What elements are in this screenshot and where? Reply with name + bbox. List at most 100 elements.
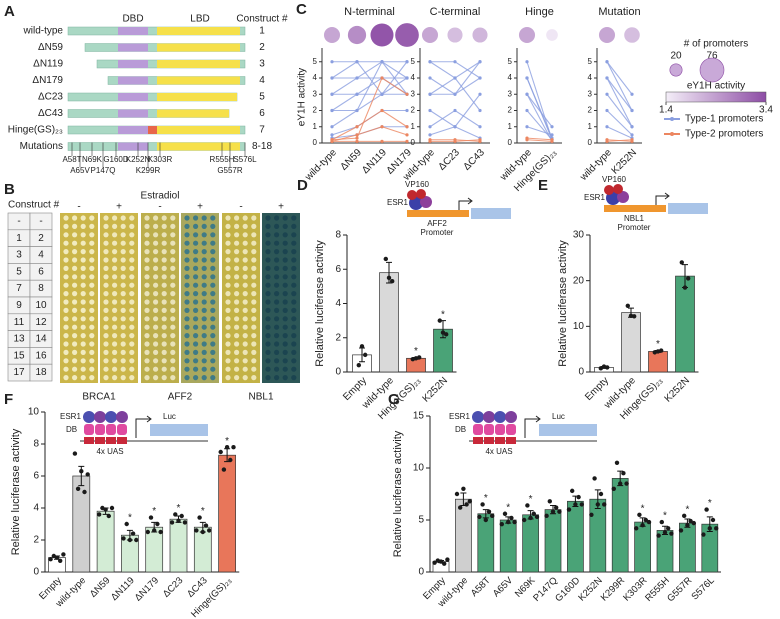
promoter-line xyxy=(526,126,553,136)
significance-star: * xyxy=(529,494,533,505)
line-vertex xyxy=(630,92,634,96)
data-point xyxy=(218,449,223,455)
significance-star: * xyxy=(152,506,156,517)
yeast-spot xyxy=(161,232,167,238)
y-tick-label: 5 xyxy=(508,57,513,66)
yeast-spot xyxy=(225,349,231,355)
panel-label: C xyxy=(296,1,307,18)
yeast-spot xyxy=(274,341,280,347)
yeast-spot xyxy=(170,215,176,221)
yeast-spot xyxy=(234,375,240,381)
yeast-spot xyxy=(153,375,159,381)
data-point xyxy=(614,460,620,465)
mutation-label: G160D xyxy=(103,155,129,164)
panel-label: F xyxy=(4,391,13,408)
data-point xyxy=(707,526,712,531)
yeast-spot xyxy=(161,307,167,313)
yeast-spot xyxy=(184,299,190,305)
yeast-spot xyxy=(193,299,199,305)
promoter-bubble xyxy=(598,26,616,44)
data-point xyxy=(656,533,661,538)
yeast-spot xyxy=(63,366,69,372)
yeast-spot xyxy=(80,358,86,364)
yeast-spot xyxy=(234,249,240,255)
yeast-spot xyxy=(63,291,69,297)
yeast-spot xyxy=(234,349,240,355)
yeast-spot xyxy=(291,375,297,381)
data-point xyxy=(231,445,236,450)
yeast-spot xyxy=(225,316,231,322)
promoter-line xyxy=(331,126,408,139)
line-vertex xyxy=(550,125,554,129)
yeast-spot xyxy=(210,274,216,280)
yeast-spot xyxy=(153,307,159,313)
data-point xyxy=(662,530,668,535)
yeast-spot xyxy=(89,349,95,355)
yeast-spot xyxy=(274,299,280,305)
yeast-spot xyxy=(210,282,216,288)
table-cell-text: 6 xyxy=(38,266,44,277)
yeast-spot xyxy=(72,324,78,330)
data-point xyxy=(467,499,472,504)
line-vertex xyxy=(525,92,529,96)
yeast-spot xyxy=(80,349,86,355)
yeast-spot xyxy=(210,349,216,355)
data-point xyxy=(228,457,233,463)
significance-star: * xyxy=(641,503,645,514)
lbd-domain xyxy=(157,27,240,35)
yeast-spot xyxy=(282,240,288,246)
yeast-spot xyxy=(210,240,216,246)
yeast-spot xyxy=(161,215,167,221)
data-point xyxy=(82,489,87,495)
x-tick-label: G160D xyxy=(553,575,582,604)
yeast-spot xyxy=(225,257,231,263)
y-tick-label: 1 xyxy=(313,122,318,131)
yeast-spot xyxy=(144,358,150,364)
yeast-spot xyxy=(291,274,297,280)
yeast-spot xyxy=(282,358,288,364)
yeast-spot xyxy=(72,240,78,246)
mutation-label: S576L xyxy=(233,155,257,164)
promoter-line xyxy=(429,61,481,79)
inset-label: 4x UAS xyxy=(96,447,123,456)
yeast-spot xyxy=(242,215,248,221)
construct-name: ΔN119 xyxy=(33,59,63,70)
yeast-spot xyxy=(225,375,231,381)
yeast-spot xyxy=(170,223,176,229)
line-vertex xyxy=(605,60,609,64)
yeast-spot xyxy=(72,316,78,322)
yeast-spot xyxy=(129,341,135,347)
data-point xyxy=(625,303,630,308)
construct-number: 6 xyxy=(259,108,265,119)
construct-name: ΔC43 xyxy=(38,108,63,119)
data-point xyxy=(576,494,581,500)
y-tick-label: 4 xyxy=(33,503,39,514)
yeast-spot xyxy=(80,274,86,280)
x-tick-label: A58T xyxy=(469,575,493,599)
yeast-spot xyxy=(103,240,109,246)
inset-label: ESR1 xyxy=(60,412,81,421)
yeast-spot xyxy=(103,366,109,372)
table-header: Construct # xyxy=(8,200,60,211)
yeast-spot xyxy=(242,366,248,372)
data-point xyxy=(97,512,102,517)
yeast-spot xyxy=(170,282,176,288)
yeast-spot xyxy=(120,358,126,364)
x-tick-label: ΔN179 xyxy=(133,575,161,603)
construct-name: ΔN59 xyxy=(38,42,63,53)
yeast-spot xyxy=(210,215,216,221)
line-vertex xyxy=(478,60,482,64)
line-vertex xyxy=(380,125,384,129)
yeast-spot xyxy=(251,249,257,255)
vp160-domain xyxy=(613,184,623,194)
yeast-spot xyxy=(274,333,280,339)
yeast-spot xyxy=(170,249,176,255)
promoter-line xyxy=(331,126,408,142)
yeast-spot xyxy=(291,265,297,271)
yeast-spot xyxy=(80,324,86,330)
plate-name: NBL1 xyxy=(248,392,273,403)
x-tick-label: K252N xyxy=(421,375,450,404)
yeast-spot xyxy=(80,232,86,238)
promoter-line xyxy=(526,93,553,128)
yeast-spot xyxy=(225,223,231,229)
